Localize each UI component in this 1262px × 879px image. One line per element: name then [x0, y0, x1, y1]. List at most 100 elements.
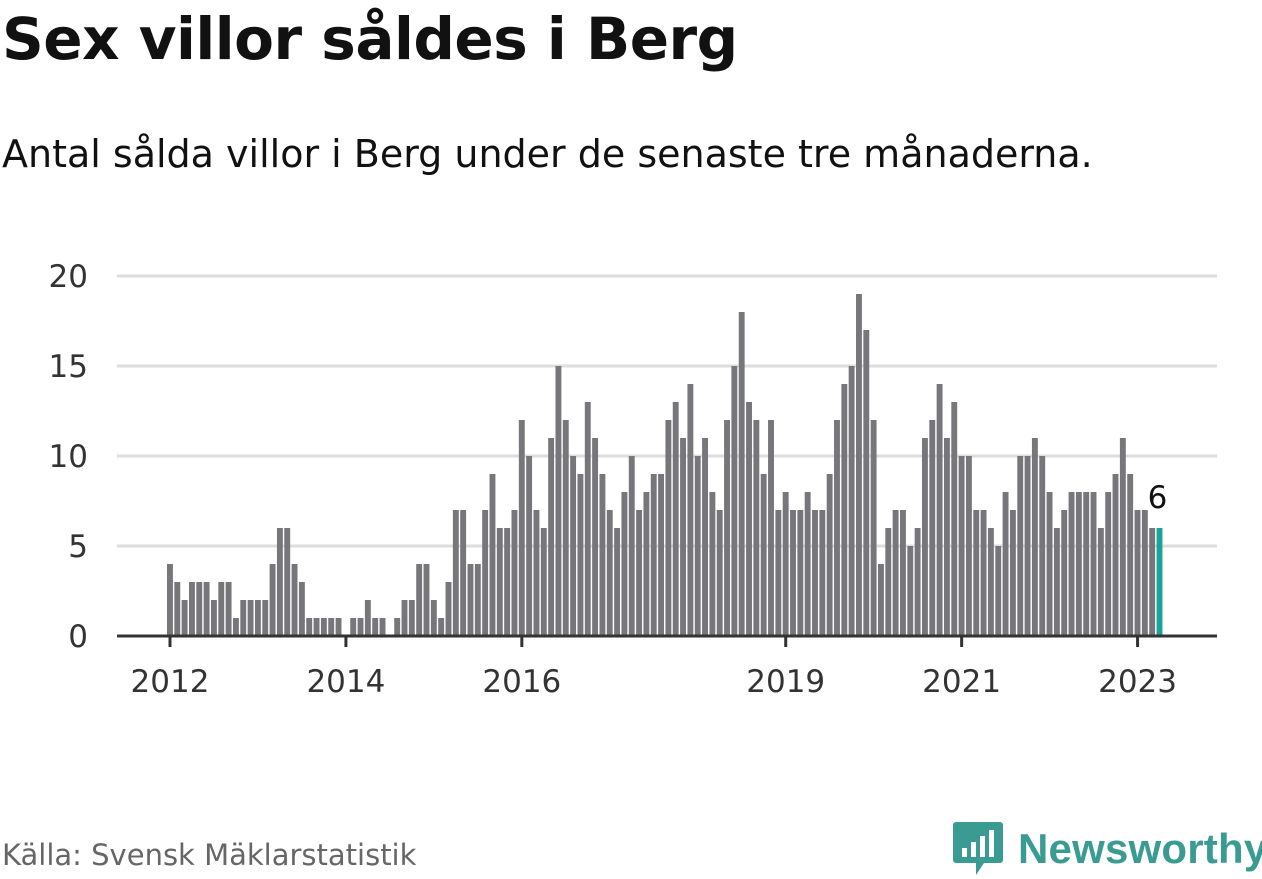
- bar: [401, 600, 408, 636]
- bar: [548, 438, 555, 636]
- bar: [167, 564, 173, 636]
- bar: [672, 402, 679, 636]
- bar: [943, 438, 950, 636]
- bar: [716, 510, 723, 636]
- bar: [614, 528, 621, 636]
- bar: [174, 582, 181, 636]
- bar: [724, 420, 730, 636]
- bar-highlight: [1156, 528, 1163, 636]
- bar: [870, 420, 877, 636]
- bar: [1024, 456, 1031, 636]
- bar: [284, 528, 291, 636]
- bar: [467, 564, 474, 636]
- bar: [562, 420, 569, 636]
- bar: [1039, 456, 1046, 636]
- bar: [826, 474, 833, 636]
- axes: [117, 634, 1217, 647]
- bar: [709, 492, 716, 636]
- bar: [203, 582, 210, 636]
- bar: [680, 438, 686, 636]
- bar: [240, 600, 247, 636]
- bar: [958, 456, 965, 636]
- bar: [533, 510, 540, 636]
- source-note: Källa: Svensk Mäklarstatistik: [2, 838, 417, 872]
- bar: [650, 474, 657, 636]
- bar: [819, 510, 826, 636]
- bar: [921, 438, 928, 636]
- bar: [885, 528, 892, 636]
- bar: [181, 600, 188, 636]
- bar: [1031, 438, 1038, 636]
- bar: [1141, 510, 1148, 636]
- bar: [856, 294, 862, 636]
- bar: [951, 402, 958, 636]
- bar: [848, 366, 855, 636]
- bars: [167, 294, 1163, 636]
- bar: [482, 510, 489, 636]
- bar: [357, 618, 364, 636]
- bar: [555, 366, 562, 636]
- bar: [423, 564, 430, 636]
- bar: [965, 456, 972, 636]
- bar: [269, 564, 276, 636]
- bar: [379, 618, 386, 636]
- bar: [804, 492, 811, 636]
- bar: [636, 510, 643, 636]
- bar: [408, 600, 415, 636]
- y-tick-label: 0: [68, 619, 88, 655]
- data-label: 6: [1148, 480, 1168, 516]
- newsworthy-logo[interactable]: Newsworthy: [952, 820, 1262, 878]
- bar: [797, 510, 804, 636]
- bar: [863, 330, 870, 636]
- bar: [306, 618, 313, 636]
- bar: [738, 312, 745, 636]
- bar-chart: 0 5 10 15 20 2012 2014 2016 2019 2021 2023 6: [49, 259, 1217, 700]
- bar: [504, 528, 511, 636]
- bar: [694, 456, 701, 636]
- bar: [900, 510, 906, 636]
- bar: [460, 510, 467, 636]
- bar: [438, 618, 445, 636]
- bar: [1149, 528, 1156, 636]
- bar: [276, 528, 283, 636]
- bar: [973, 510, 980, 636]
- chart-title: Sex villor såldes i Berg: [2, 5, 738, 73]
- bar: [1105, 492, 1112, 636]
- bar: [914, 528, 921, 636]
- bar: [1112, 474, 1119, 636]
- bar: [232, 618, 239, 636]
- bar: [980, 510, 987, 636]
- bar: [350, 618, 357, 636]
- bar: [760, 474, 767, 636]
- bar: [665, 420, 672, 636]
- bar: [1127, 474, 1134, 636]
- x-tick-label: 2019: [746, 664, 825, 700]
- bar: [592, 438, 599, 636]
- bar: [1119, 438, 1126, 636]
- bar: [731, 366, 738, 636]
- bar: [225, 582, 232, 636]
- bar: [1134, 510, 1141, 636]
- bar: [445, 582, 452, 636]
- bar: [768, 420, 774, 636]
- bar: [584, 402, 591, 636]
- brand-name: Newsworthy: [1018, 825, 1262, 872]
- bar: [372, 618, 379, 636]
- y-tick-label: 15: [49, 349, 88, 385]
- y-tick-label: 20: [49, 259, 88, 295]
- bar: [570, 456, 577, 636]
- bar: [291, 564, 298, 636]
- x-tick-label: 2014: [306, 664, 385, 700]
- bar: [643, 492, 650, 636]
- newsworthy-logo-icon: [953, 822, 1003, 875]
- labels: 0 5 10 15 20 2012 2014 2016 2019 2021 2023 6: [49, 259, 1177, 700]
- bar: [746, 402, 752, 636]
- bar: [782, 492, 789, 636]
- bar: [841, 384, 848, 636]
- bar: [247, 600, 254, 636]
- bar: [1017, 456, 1024, 636]
- bar: [775, 510, 782, 636]
- bar: [298, 582, 305, 636]
- bar: [621, 492, 628, 636]
- bar: [489, 474, 496, 636]
